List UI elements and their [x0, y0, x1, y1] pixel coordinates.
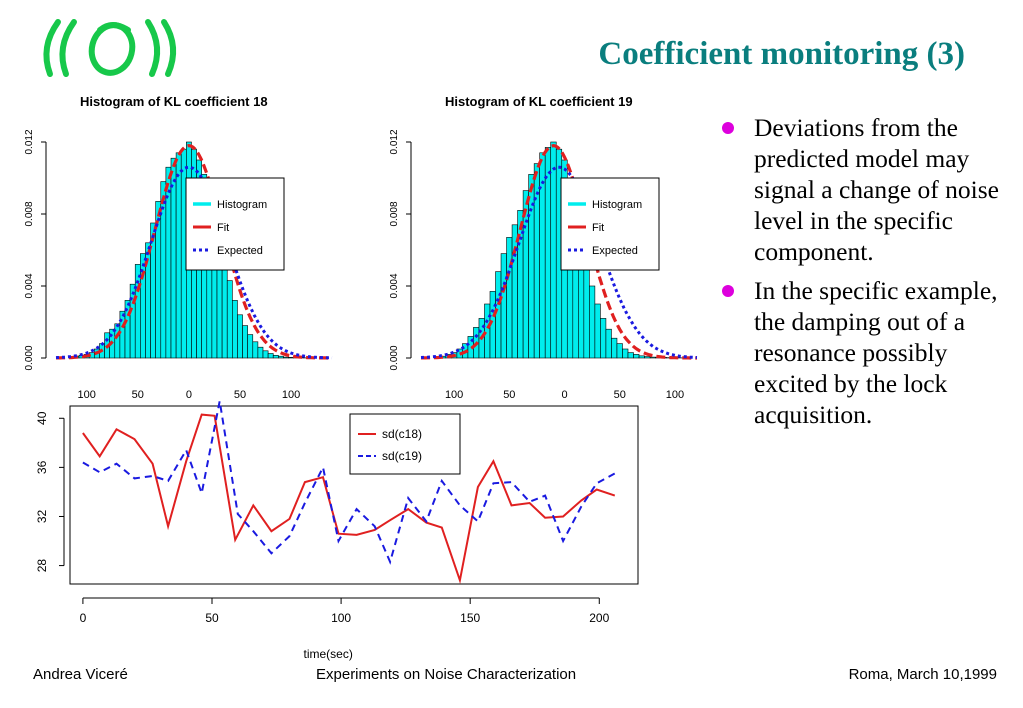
x-tick-label: 100 — [331, 611, 351, 625]
histogram-bar — [267, 353, 274, 359]
histogram-bar — [644, 356, 651, 359]
histogram-bar — [550, 141, 557, 359]
histogram-bar — [175, 152, 182, 359]
histogram-bar — [272, 354, 279, 359]
legend-label: Fit — [592, 222, 604, 234]
histogram-bar — [495, 271, 502, 359]
chart-title: Histogram of KL coefficient 18 — [80, 94, 268, 109]
bullet-list: Deviations from the predicted model may … — [718, 112, 1008, 438]
histogram-bar — [627, 352, 634, 359]
histogram-kl-19: Histogram of KL coefficient 19 0.000 0.004… — [389, 94, 698, 400]
sd-time-series-chart: 28 32 36 40 0 50 100 150 200 time(sec) sd(c18) sd(c… — [35, 400, 639, 661]
histogram-bar — [242, 325, 248, 359]
legend-label: Expected — [592, 245, 638, 257]
legend-label: Histogram — [592, 199, 642, 211]
x-tick-label: 0 — [561, 389, 567, 400]
histogram-bar — [226, 280, 233, 359]
histogram-bar — [528, 174, 535, 359]
x-tick-label: 200 — [589, 611, 609, 625]
legend-box — [560, 177, 660, 271]
y-tick-label: 32 — [35, 509, 49, 523]
y-tick-label: 0.000 — [389, 345, 400, 370]
legend-label: Expected — [217, 245, 263, 257]
histogram-bar — [633, 354, 640, 359]
histogram-bar — [616, 343, 623, 359]
y-tick-label: 28 — [35, 559, 49, 573]
histogram-bar — [247, 334, 254, 359]
x-tick-label: 100 — [282, 389, 300, 400]
histogram-bar — [583, 264, 590, 359]
histogram-bar — [114, 323, 121, 359]
histogram-bar — [594, 303, 601, 359]
footer-author: Andrea Viceré — [33, 666, 128, 683]
histogram-bar — [221, 260, 228, 359]
legend-label: Histogram — [217, 199, 267, 211]
histogram-bar — [134, 264, 141, 359]
expected-curve — [55, 165, 333, 360]
histogram-bar — [278, 355, 284, 359]
y-tick-label: 0.000 — [24, 345, 35, 370]
fit-curve — [421, 143, 697, 360]
histogram-bar — [262, 350, 269, 359]
histogram-bar — [484, 303, 491, 359]
histogram-bar — [257, 346, 264, 359]
x-tick-label: 0 — [80, 611, 87, 625]
histogram-bar — [511, 224, 518, 359]
x-tick-label: 100 — [445, 389, 463, 400]
y-tick-label: 0.004 — [24, 273, 35, 298]
y-tick-label: 40 — [35, 411, 49, 425]
x-tick-label: 100 — [77, 389, 95, 400]
legend-box — [185, 177, 285, 271]
legend-label: sd(c19) — [382, 449, 422, 463]
legend-label: sd(c18) — [382, 427, 422, 441]
fit-curve — [56, 143, 332, 360]
x-tick-label: 100 — [666, 389, 684, 400]
slide-title: Coefficient monitoring (3) — [598, 36, 965, 72]
histogram-bar — [605, 328, 612, 359]
y-tick-label: 36 — [35, 460, 49, 474]
chart-title: Histogram of KL coefficient 19 — [445, 94, 633, 109]
histogram-bar — [500, 253, 507, 359]
histogram-bar — [252, 341, 259, 359]
x-tick-label: 150 — [460, 611, 480, 625]
y-tick-label: 0.008 — [389, 201, 400, 226]
histogram-bar — [232, 300, 238, 359]
y-tick-label: 0.012 — [24, 129, 35, 154]
histogram-kl-18: Histogram of KL coefficient 18 0.000 0.004… — [24, 94, 333, 400]
series-line-sd-c18 — [82, 413, 616, 585]
x-tick-label: 50 — [234, 389, 246, 400]
virgo-logo — [43, 19, 177, 77]
histogram-bar — [589, 285, 596, 359]
histogram-bar — [649, 356, 656, 359]
series-line-sd-c19 — [82, 400, 616, 565]
histogram-bar — [170, 157, 177, 359]
histogram-bar — [119, 310, 126, 359]
x-tick-label: 50 — [132, 389, 144, 400]
y-tick-label: 0.008 — [24, 201, 35, 226]
bullet-item: In the specific example, the damping out… — [718, 275, 1008, 430]
expected-curve — [420, 165, 698, 359]
histogram-bar — [237, 314, 243, 359]
histogram-bar — [283, 356, 289, 359]
x-axis-label: time(sec) — [304, 647, 353, 661]
histogram-bar — [129, 283, 136, 359]
y-tick-label: 0.004 — [389, 273, 400, 298]
legend-box — [349, 413, 461, 475]
histogram-bar — [638, 355, 645, 359]
plot-frame — [69, 405, 639, 585]
histogram-bar — [611, 337, 618, 359]
x-tick-label: 50 — [205, 611, 219, 625]
histogram-bar — [506, 237, 513, 359]
x-tick-label: 50 — [503, 389, 515, 400]
x-tick-label: 50 — [614, 389, 626, 400]
x-tick-label: 0 — [186, 389, 192, 400]
footer-date: Roma, March 10,1999 — [848, 666, 997, 683]
histogram-bar — [622, 348, 629, 359]
y-tick-label: 0.012 — [389, 129, 400, 154]
histogram-bar — [600, 318, 607, 359]
bullet-item: Deviations from the predicted model may … — [718, 112, 1008, 267]
footer-talk-title: Experiments on Noise Characterization — [316, 666, 577, 683]
legend-label: Fit — [217, 222, 229, 234]
